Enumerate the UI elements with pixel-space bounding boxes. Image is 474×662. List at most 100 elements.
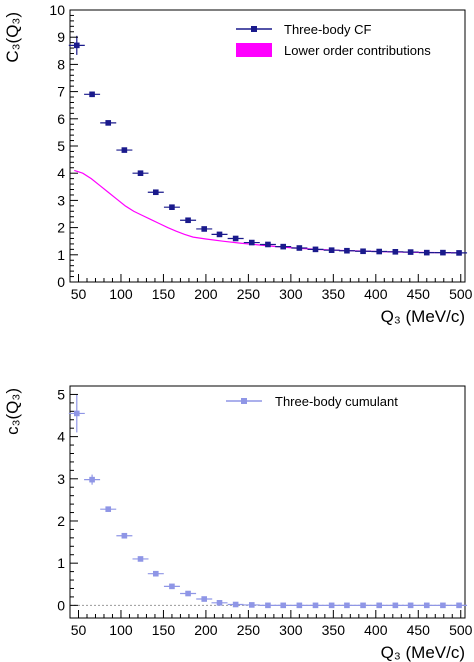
cumulant-point — [407, 602, 414, 609]
cumulant-point — [265, 602, 271, 609]
bottom-x-tick-label: 300 — [279, 622, 303, 638]
cf-point — [456, 250, 462, 256]
bottom-x-tick-label: 350 — [322, 622, 346, 638]
cumulant-point — [376, 602, 383, 609]
cf-point — [216, 231, 223, 238]
top-x-tick-label: 350 — [322, 286, 346, 302]
top-x-tick-label: 450 — [407, 286, 431, 302]
bottom-y-axis: 0 1 2 3 4 5 — [57, 386, 78, 613]
cumulant-point — [73, 410, 80, 417]
bottom-y-tick-label: 2 — [57, 513, 65, 529]
cumulant-point — [440, 602, 446, 609]
cumulant-point — [89, 476, 95, 483]
cf-point — [121, 147, 128, 153]
cf-point — [232, 235, 239, 242]
legend-cf-marker — [251, 26, 257, 32]
cf-point — [89, 91, 95, 98]
cumulant-point — [169, 583, 175, 590]
cumulant-point — [360, 602, 366, 609]
top-y-tick-label: 4 — [57, 165, 65, 181]
top-data-layer — [68, 35, 468, 256]
cf-point — [376, 248, 383, 255]
top-y-tick-label: 9 — [57, 29, 65, 45]
cf-point — [296, 245, 303, 251]
cf-point — [440, 249, 446, 256]
legend-cf-label: Three-body CF — [284, 22, 371, 37]
bottom-plot-frame — [69, 385, 466, 619]
top-y-tick-label: 1 — [57, 247, 65, 263]
cf-point — [73, 42, 80, 49]
top-x-tick-label: 400 — [364, 286, 388, 302]
bottom-x-tick-label: 500 — [449, 622, 473, 638]
top-x-tick-label: 50 — [71, 286, 87, 302]
top-y-axis: 0 1 2 3 4 5 6 7 8 9 10 — [49, 2, 78, 290]
bottom-x-axis: 50 100 150 200 250 300 350 400 450 500 — [71, 610, 473, 638]
cumulant-point — [152, 570, 159, 577]
bottom-x-tick-label: 50 — [71, 622, 87, 638]
top-y-tick-label: 0 — [57, 274, 65, 290]
top-y-tick-label: 10 — [49, 2, 65, 18]
cf-point — [137, 170, 144, 176]
cf-point — [312, 246, 319, 253]
lower-order-band — [74, 169, 461, 254]
cf-point — [185, 217, 191, 224]
bottom-data-layer — [68, 394, 468, 609]
top-x-tick-label: 150 — [152, 286, 176, 302]
cf-point — [152, 189, 159, 196]
cumulant-point — [248, 602, 255, 608]
bottom-x-tick-label: 150 — [152, 622, 176, 638]
top-y-tick-label: 8 — [57, 56, 65, 72]
bottom-y-tick-label: 5 — [57, 386, 65, 402]
cf-point — [201, 226, 208, 232]
top-y-tick-label: 2 — [57, 220, 65, 236]
cf-point — [423, 249, 430, 256]
top-y-tick-label: 3 — [57, 192, 65, 208]
cumulant-point — [392, 602, 399, 609]
bottom-y-tick-label: 4 — [57, 429, 65, 445]
top-x-tick-label: 300 — [279, 286, 303, 302]
cumulant-point — [312, 602, 319, 609]
top-y-tick-label: 7 — [57, 84, 65, 100]
cumulant-point — [423, 602, 430, 609]
top-x-axis: 50 100 150 200 250 300 350 400 450 500 — [71, 274, 473, 302]
bottom-x-axis-label: Q₃ (MeV/c) — [381, 643, 465, 662]
top-y-tick-label: 5 — [57, 138, 65, 154]
cf-point — [328, 247, 335, 253]
top-y-axis-label: C₃(Q₃) — [3, 12, 22, 63]
legend-cumulant-marker — [241, 398, 247, 404]
bottom-y-tick-label: 3 — [57, 471, 65, 487]
cumulant-point — [105, 506, 112, 512]
top-y-tick-label: 6 — [57, 111, 65, 127]
legend-cumulant-label: Three-body cumulant — [275, 394, 398, 409]
bottom-x-tick-label: 250 — [237, 622, 261, 638]
top-x-axis-label: Q₃ (MeV/c) — [381, 307, 465, 326]
top-x-tick-label: 200 — [194, 286, 218, 302]
cumulant-point — [121, 532, 128, 539]
bottom-y-tick-label: 0 — [57, 597, 65, 613]
cumulant-point — [280, 602, 287, 609]
cumulant-point — [201, 596, 208, 602]
top-x-tick-label: 100 — [109, 286, 133, 302]
legend-band-label: Lower order contributions — [284, 43, 431, 58]
legend-band-swatch — [236, 43, 272, 57]
cumulant-point — [328, 602, 335, 609]
cf-point — [169, 204, 175, 210]
bottom-panel: 50 100 150 200 250 300 350 400 450 500 0 1 2 3 4 5 Q₃ … — [3, 385, 473, 662]
cumulant-point — [232, 601, 239, 608]
cf-point — [360, 248, 366, 255]
bottom-x-tick-label: 100 — [109, 622, 133, 638]
cumulant-point — [456, 602, 462, 609]
top-band-layer — [74, 169, 461, 254]
cf-point — [392, 249, 399, 255]
top-x-tick-label: 250 — [237, 286, 261, 302]
cf-point — [280, 243, 287, 250]
cumulant-point — [216, 600, 223, 606]
cf-point — [265, 241, 271, 248]
cumulant-point — [344, 602, 350, 609]
cf-point — [407, 249, 414, 255]
top-x-tick-label: 500 — [449, 286, 473, 302]
top-panel: 50 100 150 200 250 300 350 400 450 500 0 1 2 3 4 5 6 7 8 9… — [3, 2, 473, 326]
cumulant-point — [296, 602, 303, 609]
bottom-y-tick-label: 1 — [57, 555, 65, 571]
